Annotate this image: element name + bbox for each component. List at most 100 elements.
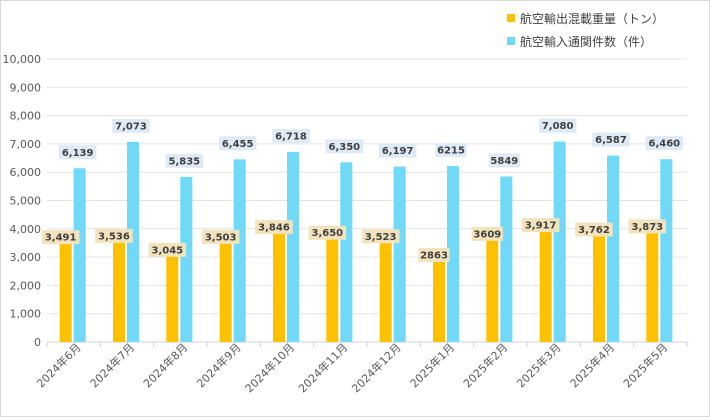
data-label-box <box>471 226 503 241</box>
data-label: 7,080 <box>542 121 574 132</box>
data-label-box <box>645 136 684 151</box>
y-tick-label: 4,000 <box>10 223 42 236</box>
data-label: 6,718 <box>275 131 307 142</box>
data-label-box <box>521 218 560 233</box>
data-label: 3,045 <box>152 245 184 256</box>
bar <box>340 162 353 342</box>
data-label-box <box>308 225 347 240</box>
data-label-box <box>538 118 577 133</box>
bar <box>433 260 445 342</box>
gridlines <box>47 58 687 315</box>
y-tick-label: 0 <box>34 336 41 349</box>
bar <box>166 255 179 342</box>
bar <box>59 243 72 342</box>
x-tick-label: 2025年4月 <box>567 340 617 390</box>
x-tick-label: 2025年2月 <box>460 340 510 390</box>
bar <box>180 176 193 342</box>
data-label-box <box>628 219 667 234</box>
data-label: 3609 <box>473 229 501 240</box>
data-label: 3,873 <box>632 222 664 233</box>
data-label-box <box>592 132 630 147</box>
bar <box>393 166 406 342</box>
data-label-box <box>488 153 520 168</box>
y-tick-label: 8,000 <box>10 110 42 123</box>
legend-label: 航空輸入通関件数（件） <box>520 34 652 49</box>
data-label-box <box>418 247 450 262</box>
bar <box>219 242 232 342</box>
x-tick-label: 2024年10月 <box>242 340 297 395</box>
legend-swatch <box>507 14 515 22</box>
data-label-box <box>325 139 364 154</box>
data-label-box <box>361 229 400 244</box>
data-label-box <box>575 222 613 237</box>
data-label: 3,846 <box>258 223 290 234</box>
data-label: 6,455 <box>222 139 254 150</box>
data-label-box <box>41 230 80 245</box>
y-tick-label: 2,000 <box>10 279 42 292</box>
data-label: 7,073 <box>115 121 147 132</box>
bar <box>660 159 673 342</box>
bar <box>127 141 139 342</box>
y-tick-label: 7,000 <box>10 138 42 151</box>
x-tick-label: 2025年5月 <box>620 340 670 390</box>
data-label: 6,587 <box>595 135 627 146</box>
data-label: 3,762 <box>578 225 610 236</box>
data-label-box <box>218 136 257 151</box>
bar <box>593 235 605 342</box>
x-tick-label: 2024年12月 <box>349 340 404 395</box>
data-label: 6,197 <box>382 146 414 157</box>
data-label: 3,523 <box>365 232 397 243</box>
y-tick-label: 5,000 <box>10 195 42 208</box>
data-label: 3,536 <box>98 231 130 242</box>
data-label-box <box>112 118 150 133</box>
data-label-box <box>272 128 310 143</box>
data-label: 3,503 <box>205 232 237 243</box>
bars <box>59 141 673 342</box>
data-label-box <box>58 145 97 160</box>
data-label-box <box>95 228 133 243</box>
data-label: 6,139 <box>62 148 94 159</box>
bar <box>273 233 285 342</box>
data-label-box <box>201 229 240 244</box>
data-label-box <box>165 153 204 168</box>
bar <box>379 242 392 342</box>
data-label: 3,650 <box>312 228 344 239</box>
bar <box>646 232 659 342</box>
bar <box>447 166 459 342</box>
bar <box>113 241 125 342</box>
data-label-box <box>148 242 187 257</box>
data-label: 6,350 <box>329 142 361 153</box>
x-tick-label: 2024年8月 <box>140 340 190 390</box>
data-label: 2863 <box>420 250 448 261</box>
x-tick-label: 2025年3月 <box>514 340 564 390</box>
x-tick-label: 2024年9月 <box>194 340 244 390</box>
x-tick-label: 2024年7月 <box>87 340 137 390</box>
data-label: 5,835 <box>169 156 201 167</box>
x-tick-label: 2025年1月 <box>407 340 457 390</box>
data-label: 6,460 <box>649 139 681 150</box>
y-tick-label: 3,000 <box>10 251 42 264</box>
data-label-box <box>378 143 417 158</box>
data-label: 3,917 <box>525 221 557 232</box>
bar <box>553 141 566 342</box>
y-tick-label: 9,000 <box>10 81 42 94</box>
data-labels: 3,491 3,536 3,045 3,503 3,846 3,650 3,523 2863 3… <box>41 118 684 262</box>
legend: 航空輸出混載重量（トン） 航空輸入通関件数（件） <box>507 11 664 49</box>
data-label: 6215 <box>437 146 465 157</box>
bar <box>233 159 246 342</box>
bar <box>486 239 499 342</box>
y-tick-label: 1,000 <box>10 308 42 321</box>
bar <box>500 176 513 342</box>
bar <box>73 168 86 342</box>
bar <box>539 231 552 342</box>
y-tick-label: 10,000 <box>3 53 42 66</box>
bar <box>287 151 299 342</box>
legend-label: 航空輸出混載重量（トン） <box>520 11 664 26</box>
data-label-box <box>255 220 293 235</box>
bar <box>326 238 339 342</box>
y-tick-label: 6,000 <box>10 166 42 179</box>
data-label: 5849 <box>490 156 518 167</box>
x-tick-label: 2024年6月 <box>34 340 84 390</box>
